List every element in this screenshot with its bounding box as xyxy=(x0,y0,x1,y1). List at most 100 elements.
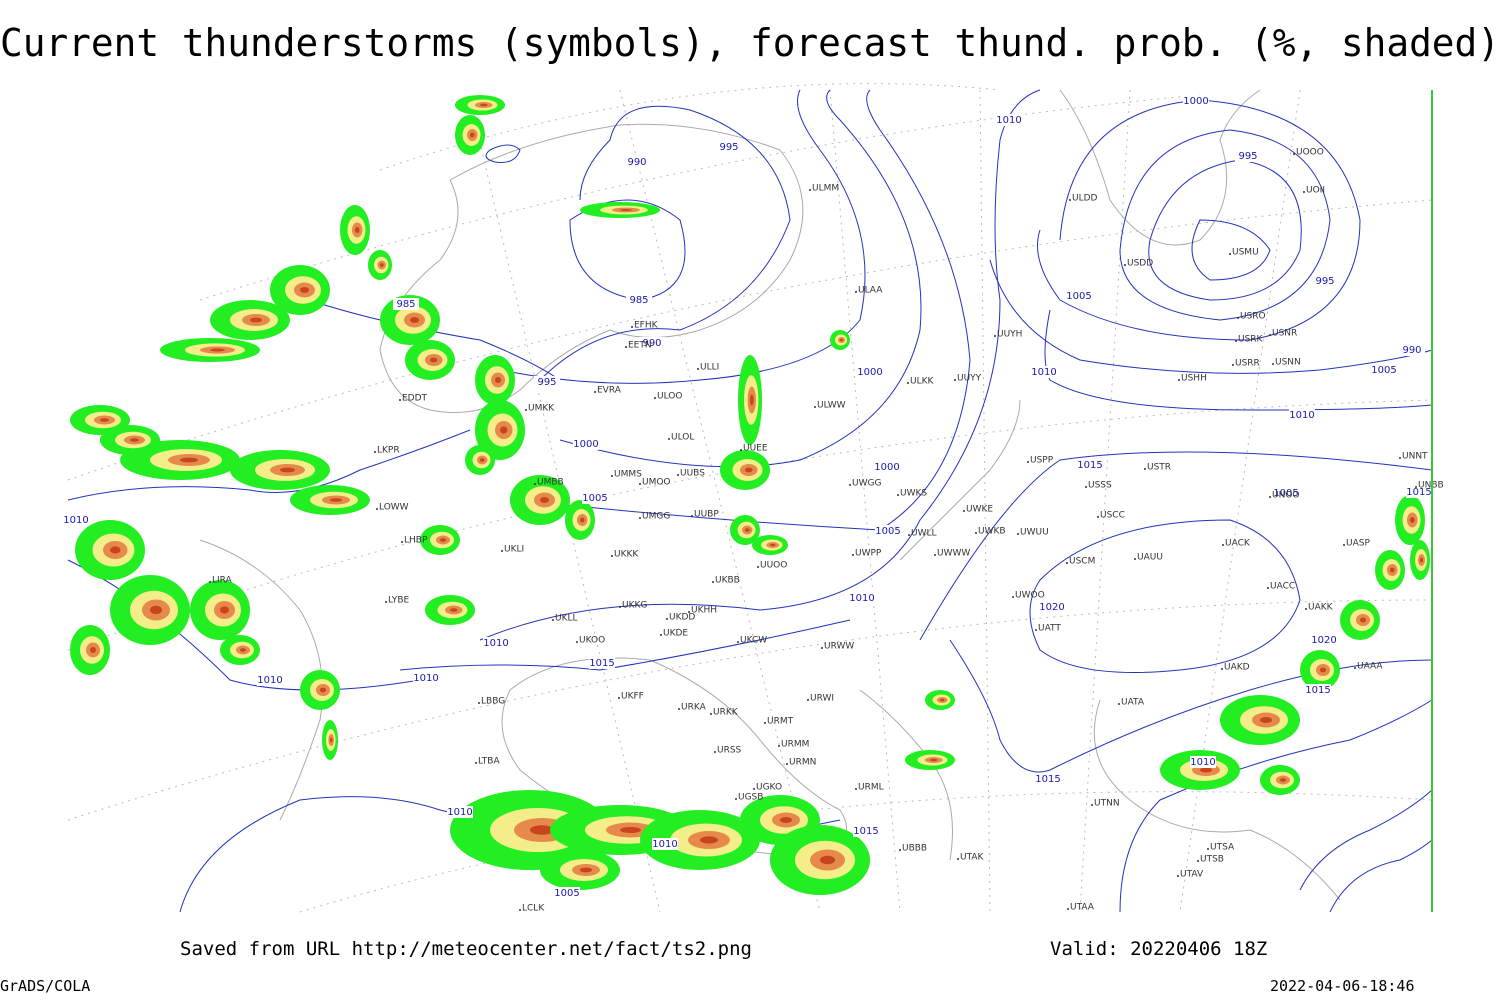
isobar-label-bg xyxy=(534,376,560,388)
station-dot xyxy=(1267,587,1269,589)
station-dot xyxy=(1221,668,1223,670)
isobar-label-bg xyxy=(1039,601,1065,613)
station-label: UWOO xyxy=(1015,591,1045,601)
isobar-label-bg xyxy=(1183,95,1209,107)
station-dot xyxy=(666,618,668,620)
station-label: UMMS xyxy=(614,470,642,480)
station-label: UKOO xyxy=(579,636,605,646)
isobar-label: 1000 xyxy=(874,462,899,473)
isobar-label: 1010 xyxy=(996,115,1021,126)
prob-max xyxy=(280,467,295,473)
isobar-label: 995 xyxy=(537,377,556,388)
prob-max xyxy=(450,608,458,612)
station-label: USRR xyxy=(1235,359,1260,369)
station-dot xyxy=(376,508,378,510)
station-dot xyxy=(631,326,633,328)
station-dot xyxy=(1097,516,1099,518)
station-dot xyxy=(1222,544,1224,546)
isobar-label: 1010 xyxy=(1031,367,1056,378)
station-label: UKKG xyxy=(622,601,647,611)
prob-max xyxy=(1360,617,1366,623)
station-label: UGSB xyxy=(738,793,763,803)
station-dot xyxy=(399,399,401,401)
software: GrADS/COLA xyxy=(0,977,90,995)
station-label: LOWW xyxy=(379,503,409,513)
station-label: URML xyxy=(858,783,884,793)
station-label: UAUU xyxy=(1137,553,1163,563)
station-dot xyxy=(1085,486,1087,488)
isobar-label: 990 xyxy=(642,338,661,349)
prob-max xyxy=(110,546,121,554)
station-label: LYBE xyxy=(388,596,409,606)
prob-max xyxy=(1200,767,1212,773)
station-label: UTNN xyxy=(1094,799,1120,809)
isobar-label-bg xyxy=(639,337,665,349)
station-dot xyxy=(740,449,742,451)
prob-max xyxy=(330,498,342,502)
station-label: UUYH xyxy=(997,330,1022,340)
isobar-label: 1005 xyxy=(1273,488,1298,499)
station-label: USMU xyxy=(1232,248,1259,258)
station-label: UMOO xyxy=(642,478,671,488)
title: Current thunderstorms (symbols), forecas… xyxy=(0,21,1500,65)
isobar-label: 1000 xyxy=(1183,96,1208,107)
isobar-label: 1015 xyxy=(1406,487,1431,498)
prob-max xyxy=(495,377,501,383)
isobar-label-bg xyxy=(716,141,742,153)
station-dot xyxy=(1035,629,1037,631)
isobar-label: 1010 xyxy=(413,673,438,684)
station-dot xyxy=(855,788,857,790)
thunderstorm-probability xyxy=(70,95,1430,895)
isobar-label: 995 xyxy=(1238,151,1257,162)
prob-max xyxy=(930,758,938,762)
station-dot xyxy=(814,406,816,408)
station-label: ULAA xyxy=(858,286,883,296)
station-dot xyxy=(1027,461,1029,463)
station-dot xyxy=(1178,379,1180,381)
station-dot xyxy=(625,346,627,348)
station-dot xyxy=(576,641,578,643)
isobar-label: 990 xyxy=(627,157,646,168)
station-label: UWWW xyxy=(937,549,970,559)
isobar-label-bg xyxy=(853,825,879,837)
station-label: URKK xyxy=(713,708,739,718)
station-label: UACK xyxy=(1225,539,1251,549)
prob-max xyxy=(355,227,360,233)
isobar-label-bg xyxy=(1077,459,1103,471)
map-frame: 1010 990 995 985 990 985 1000 995 1005 1000 1005 99… xyxy=(63,83,1444,914)
station-dot xyxy=(697,368,699,370)
station-label: ULOO xyxy=(657,392,682,402)
station-label: UTSB xyxy=(1200,855,1224,865)
prob-max xyxy=(745,528,750,532)
station-dot xyxy=(1012,596,1014,598)
station-dot xyxy=(677,474,679,476)
station-dot xyxy=(735,798,737,800)
station-dot xyxy=(786,763,788,765)
station-label: UMGG xyxy=(642,512,670,522)
station-dot xyxy=(809,189,811,191)
station-label: USNR xyxy=(1272,329,1297,339)
valid-time: Valid: 20220406 18Z xyxy=(1050,938,1267,960)
station-label: UUYY xyxy=(957,374,982,384)
station-dot xyxy=(963,510,965,512)
prob-max xyxy=(240,648,246,652)
prob-max xyxy=(1260,717,1272,723)
station-dot xyxy=(899,849,901,851)
station-dot xyxy=(1303,191,1305,193)
station-dot xyxy=(1232,364,1234,366)
isobar-label-bg xyxy=(874,461,900,473)
prob-max xyxy=(820,855,835,865)
prob-max xyxy=(580,867,592,873)
station-label: USDD xyxy=(1127,259,1153,269)
isobar-label-bg xyxy=(996,114,1022,126)
station-label: URMN xyxy=(789,758,816,768)
station-label: UWKB xyxy=(978,527,1006,537)
station-label: UKLL xyxy=(555,614,578,624)
isobar-label: 1015 xyxy=(589,658,614,669)
station-label: UOOO xyxy=(1296,148,1324,158)
prob-max xyxy=(100,418,109,422)
station-label: UACC xyxy=(1270,582,1295,592)
station-label: UASP xyxy=(1346,539,1370,549)
station-dot xyxy=(594,391,596,393)
station-label: UKKK xyxy=(614,550,639,560)
